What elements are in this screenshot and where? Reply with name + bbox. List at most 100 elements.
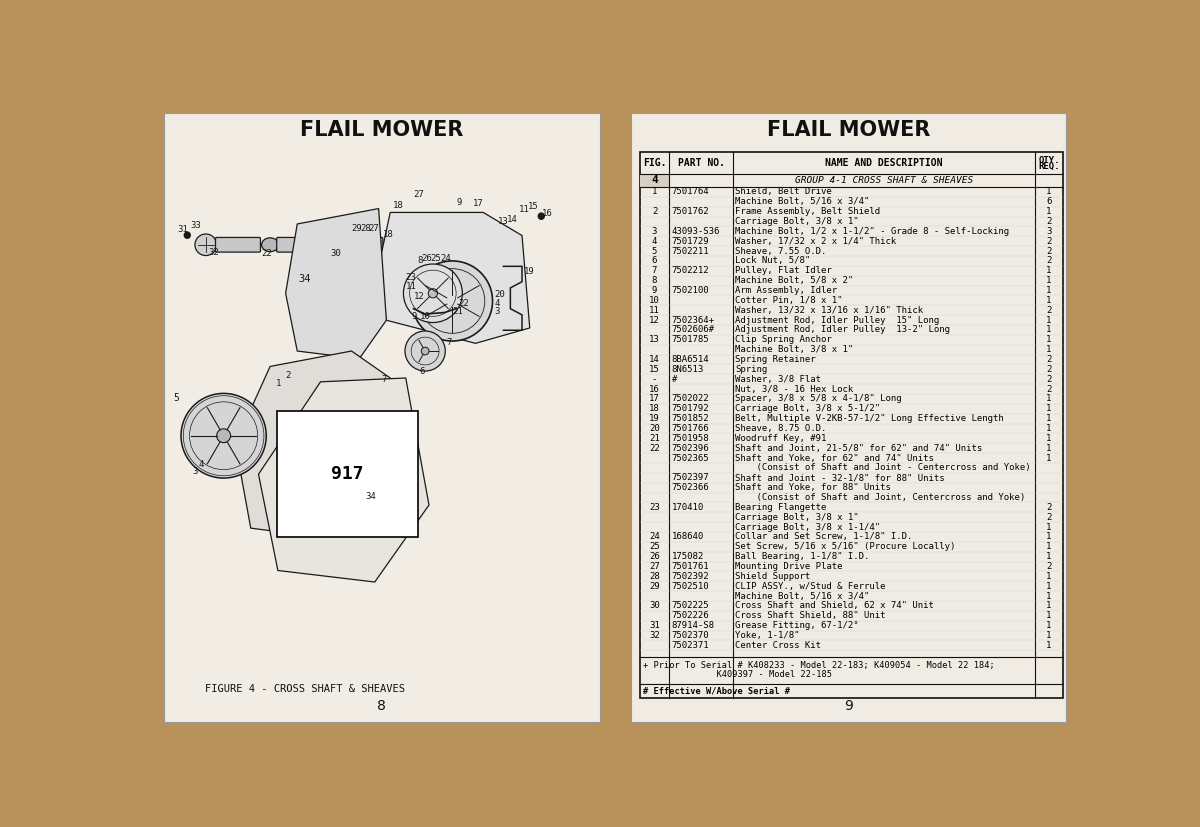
- Text: Clip Spring Anchor: Clip Spring Anchor: [736, 335, 832, 344]
- Text: 1: 1: [1046, 188, 1051, 197]
- Text: 7502365: 7502365: [672, 453, 709, 462]
- Text: 30: 30: [649, 601, 660, 610]
- Circle shape: [377, 239, 380, 244]
- Text: Shield Support: Shield Support: [736, 571, 810, 581]
- Text: 2: 2: [1046, 562, 1051, 571]
- Text: 1: 1: [1046, 207, 1051, 216]
- Text: Cross Shaft Shield, 88" Unit: Cross Shaft Shield, 88" Unit: [736, 611, 886, 620]
- Bar: [630, 113, 1066, 722]
- Text: 7502100: 7502100: [672, 286, 709, 295]
- Text: 1: 1: [1046, 434, 1051, 442]
- Text: 7501762: 7501762: [672, 207, 709, 216]
- Circle shape: [217, 429, 230, 442]
- Text: 1: 1: [1046, 631, 1051, 640]
- Circle shape: [421, 347, 430, 355]
- Text: PART NO.: PART NO.: [678, 158, 725, 168]
- Text: (Consist of Shaft and Joint, Centercross and Yoke): (Consist of Shaft and Joint, Centercross…: [736, 493, 1025, 502]
- Text: Machine Bolt, 1/2 x 1-1/2" - Grade 8 - Self-Locking: Machine Bolt, 1/2 x 1-1/2" - Grade 8 - S…: [736, 227, 1009, 236]
- Text: 4: 4: [494, 299, 499, 308]
- Text: Grease Fitting, 67-1/2°: Grease Fitting, 67-1/2°: [736, 621, 859, 630]
- Text: 1: 1: [1046, 326, 1051, 334]
- Text: Ball Bearing, 1-1/8" I.D.: Ball Bearing, 1-1/8" I.D.: [736, 552, 870, 562]
- Circle shape: [403, 264, 462, 323]
- Text: 22: 22: [458, 299, 469, 308]
- Text: 3: 3: [1046, 227, 1051, 236]
- Text: 7502364+: 7502364+: [672, 316, 714, 324]
- Text: 2: 2: [1046, 237, 1051, 246]
- Text: Spring: Spring: [736, 365, 767, 374]
- Text: 23: 23: [649, 503, 660, 512]
- Text: 8N6513: 8N6513: [672, 365, 704, 374]
- Text: 31: 31: [178, 226, 188, 234]
- Text: 1: 1: [1046, 345, 1051, 354]
- Text: CLIP ASSY., w/Stud & Ferrule: CLIP ASSY., w/Stud & Ferrule: [736, 581, 886, 590]
- Text: 16: 16: [649, 385, 660, 394]
- Text: Belt, Multiple V-2KB-57-1/2" Long Effective Length: Belt, Multiple V-2KB-57-1/2" Long Effect…: [736, 414, 1004, 423]
- Text: 1: 1: [1046, 444, 1051, 452]
- Text: 31: 31: [649, 621, 660, 630]
- Text: Shaft and Yoke, for 88" Units: Shaft and Yoke, for 88" Units: [736, 483, 890, 492]
- Polygon shape: [235, 351, 406, 540]
- Text: 1: 1: [1046, 591, 1051, 600]
- Text: 1: 1: [652, 188, 658, 197]
- Text: + Prior To Serial # K408233 - Model 22-183; K409054 - Model 22 184;: + Prior To Serial # K408233 - Model 22-1…: [643, 661, 995, 670]
- Text: 12: 12: [414, 292, 425, 301]
- Text: Adjustment Rod, Idler Pulley  13-2" Long: Adjustment Rod, Idler Pulley 13-2" Long: [736, 326, 950, 334]
- Text: 11: 11: [518, 205, 529, 214]
- Circle shape: [194, 234, 217, 256]
- Text: 15: 15: [528, 202, 538, 211]
- Text: 14: 14: [506, 215, 517, 223]
- Text: NAME AND DESCRIPTION: NAME AND DESCRIPTION: [826, 158, 943, 168]
- Text: 4: 4: [198, 460, 204, 469]
- Text: 2: 2: [1046, 217, 1051, 226]
- Text: 2: 2: [652, 207, 658, 216]
- Text: Carriage Bolt, 3/8 x 5-1/2": Carriage Bolt, 3/8 x 5-1/2": [736, 404, 881, 414]
- Bar: [164, 113, 600, 722]
- Text: 4: 4: [652, 237, 658, 246]
- Text: Arm Assembly, Idler: Arm Assembly, Idler: [736, 286, 838, 295]
- Text: 1: 1: [1046, 601, 1051, 610]
- Text: 2: 2: [1046, 306, 1051, 315]
- Text: 32: 32: [208, 248, 218, 256]
- Text: Shaft and Joint, 21-5/8" for 62" and 74" Units: Shaft and Joint, 21-5/8" for 62" and 74"…: [736, 444, 983, 452]
- Text: 1: 1: [1046, 571, 1051, 581]
- Ellipse shape: [332, 238, 348, 251]
- Text: 34: 34: [299, 274, 311, 284]
- Text: ●: ●: [182, 230, 191, 240]
- Polygon shape: [286, 208, 386, 359]
- Text: 6: 6: [652, 256, 658, 265]
- Text: 6: 6: [1046, 198, 1051, 206]
- Text: Cotter Pin, 1/8 x 1": Cotter Pin, 1/8 x 1": [736, 296, 842, 305]
- Text: 28: 28: [360, 224, 371, 233]
- Text: 32: 32: [649, 631, 660, 640]
- Text: Collar and Set Screw, 1-1/8" I.D.: Collar and Set Screw, 1-1/8" I.D.: [736, 533, 912, 542]
- Text: 7502371: 7502371: [672, 641, 709, 650]
- Text: 1: 1: [1046, 394, 1051, 404]
- Text: 7502397: 7502397: [672, 473, 709, 482]
- Text: 12: 12: [649, 316, 660, 324]
- Text: 5: 5: [652, 246, 658, 256]
- Text: 26: 26: [421, 254, 432, 263]
- Text: Sheave, 8.75 O.D.: Sheave, 8.75 O.D.: [736, 424, 827, 433]
- Text: 29: 29: [649, 581, 660, 590]
- Text: FLAIL MOWER: FLAIL MOWER: [300, 120, 463, 140]
- Text: Washer, 3/8 Flat: Washer, 3/8 Flat: [736, 375, 821, 384]
- Text: 13: 13: [498, 217, 509, 226]
- Text: Pulley, Flat Idler: Pulley, Flat Idler: [736, 266, 832, 275]
- Text: 7502366: 7502366: [672, 483, 709, 492]
- Text: Yoke, 1-1/8": Yoke, 1-1/8": [736, 631, 799, 640]
- Text: 21: 21: [452, 307, 463, 316]
- Text: 34: 34: [366, 492, 377, 501]
- Text: GROUP 4-1 CROSS SHAFT & SHEAVES: GROUP 4-1 CROSS SHAFT & SHEAVES: [794, 176, 973, 185]
- Text: 18: 18: [383, 230, 394, 239]
- Text: 1: 1: [1046, 611, 1051, 620]
- Text: 25: 25: [649, 543, 660, 552]
- Text: (Consist of Shaft and Joint - Centercross and Yoke): (Consist of Shaft and Joint - Centercros…: [736, 463, 1031, 472]
- Text: 28: 28: [649, 571, 660, 581]
- Text: 1: 1: [1046, 296, 1051, 305]
- Text: 1: 1: [1046, 453, 1051, 462]
- Text: 10: 10: [420, 312, 431, 321]
- Text: 1: 1: [1046, 533, 1051, 542]
- Text: 1: 1: [1046, 641, 1051, 650]
- Text: Shaft and Yoke, for 62" and 74" Units: Shaft and Yoke, for 62" and 74" Units: [736, 453, 934, 462]
